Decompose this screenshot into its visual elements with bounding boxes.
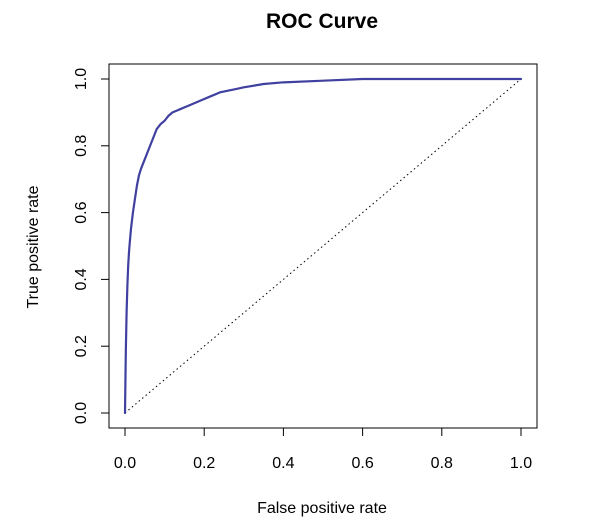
y-tick-label: 0.8 bbox=[73, 135, 90, 157]
x-tick-label: 0.8 bbox=[431, 455, 453, 472]
x-tick-label: 0.6 bbox=[351, 455, 373, 472]
x-tick-label: 0.0 bbox=[114, 455, 136, 472]
reference-diagonal-line bbox=[124, 78, 522, 414]
y-axis-label: True positive rate bbox=[25, 185, 42, 308]
y-axis-ticks: 0.0 0.2 0.4 0.6 0.8 1.0 bbox=[73, 68, 109, 424]
x-tick-label: 0.2 bbox=[193, 455, 215, 472]
x-axis-label: False positive rate bbox=[257, 500, 387, 517]
roc-curve-line bbox=[123, 77, 523, 415]
x-axis-ticks: 0.0 0.2 0.4 0.6 0.8 1.0 bbox=[114, 428, 532, 472]
x-tick-label: 0.4 bbox=[272, 455, 294, 472]
y-tick-label: 0.6 bbox=[73, 201, 90, 223]
y-tick-label: 0.2 bbox=[73, 335, 90, 357]
y-tick-label: 0.4 bbox=[73, 268, 90, 290]
y-tick-label: 0.0 bbox=[73, 402, 90, 424]
plot-frame bbox=[108, 63, 538, 429]
x-tick-label: 1.0 bbox=[510, 455, 532, 472]
y-tick-label: 1.0 bbox=[73, 68, 90, 90]
chart-title: ROC Curve bbox=[266, 10, 378, 33]
